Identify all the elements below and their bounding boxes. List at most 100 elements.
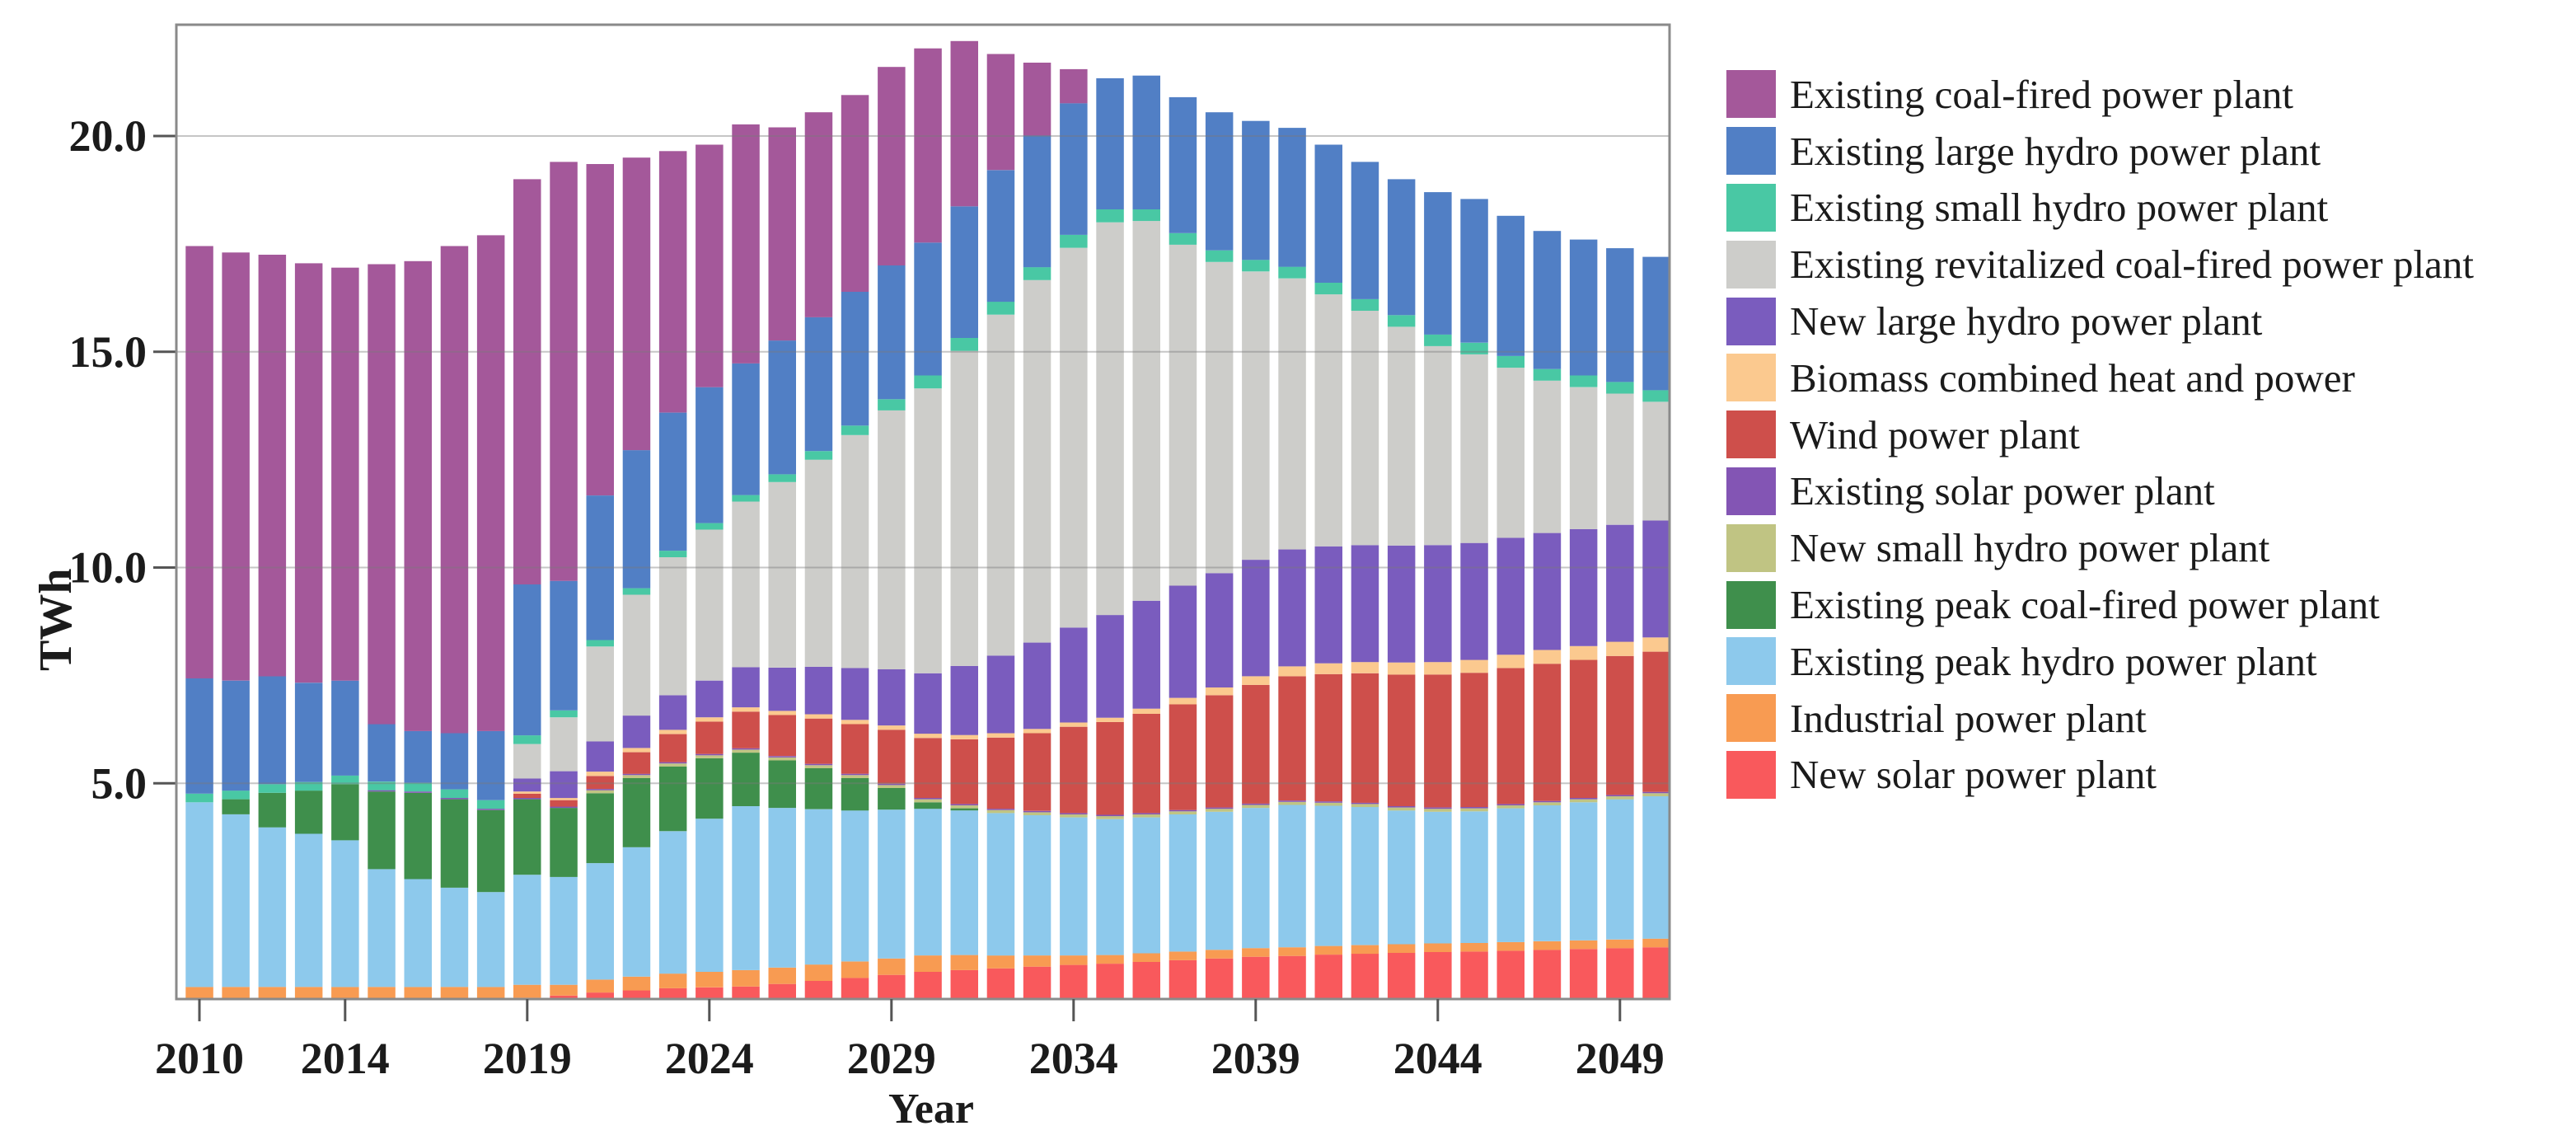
bar-segment-2050-existing-solar-power-plant [1642,791,1670,794]
bar-segment-2010-existing-small-hydro-power-plant [185,793,213,803]
bar-segment-2033-wind-power-plant [1023,733,1051,811]
bar-segment-2014-existing-large-hydro-power-plant [331,680,359,776]
bar-segment-2031-existing-coal-fired-power-plant [950,40,978,207]
legend-swatch-existing-solar-power-plant [1726,467,1776,515]
bar-segment-2015-existing-solar-power-plant [368,790,396,792]
legend-label-new-small-hydro-power-plant: New small hydro power plant [1790,525,2270,571]
bar-segment-2029-wind-power-plant [878,730,906,784]
bar-segment-2047-existing-large-hydro-power-plant [1533,231,1562,369]
bar-segment-2038-wind-power-plant [1205,695,1234,808]
bar-segment-2034-wind-power-plant [1060,726,1088,814]
bar-segment-2010-existing-large-hydro-power-plant [185,678,213,794]
bar-segment-2018-existing-solar-power-plant [476,809,505,810]
bar-segment-2046-existing-solar-power-plant [1496,804,1525,805]
bar-segment-2037-biomass-combined-heat-and-power [1169,697,1197,705]
bar-segment-2046-existing-small-hydro-power-plant [1496,356,1525,368]
bar-segment-2013-industrial-power-plant [294,987,323,999]
bar-segment-2023-new-small-hydro-power-plant [658,763,687,767]
bar-segment-2042-existing-revitalized-coal-fired-power-plant [1351,311,1379,546]
x-tick-label-2034: 2034 [1029,1034,1118,1083]
bar-segment-2040-existing-revitalized-coal-fired-power-plant [1278,278,1306,550]
bar-segment-2023-existing-peak-hydro-power-plant [658,831,687,974]
bar-segment-2024-new-small-hydro-power-plant [696,755,724,758]
bar-segment-2036-existing-large-hydro-power-plant [1132,75,1160,209]
bar-segment-2025-existing-revitalized-coal-fired-power-plant [732,501,760,668]
bar-segment-2049-existing-large-hydro-power-plant [1606,248,1634,382]
bar-segment-2018-existing-peak-coal-fired-power-plant [476,809,505,893]
legend-label-industrial-power-plant: Industrial power plant [1790,695,2147,741]
bar-segment-2044-new-small-hydro-power-plant [1424,809,1452,812]
legend-label-existing-peak-hydro-power-plant: Existing peak hydro power plant [1790,638,2317,684]
bar-segment-2036-biomass-combined-heat-and-power [1132,708,1160,714]
bar-segment-2022-existing-coal-fired-power-plant [622,157,651,451]
bar-segment-2029-existing-small-hydro-power-plant [878,399,906,410]
bar-segment-2025-biomass-combined-heat-and-power [732,707,760,712]
bar-segment-2033-biomass-combined-heat-and-power [1023,729,1051,734]
bar-segment-2027-new-small-hydro-power-plant [804,765,833,768]
bar-segment-2036-new-solar-power-plant [1132,962,1160,999]
bar-segment-2013-existing-small-hydro-power-plant [294,781,323,791]
bar-segment-2027-existing-small-hydro-power-plant [804,451,833,460]
y-tick-label-15.0: 15.0 [69,327,148,377]
bar-segment-2024-existing-large-hydro-power-plant [696,387,724,523]
bar-segment-2017-existing-solar-power-plant [440,798,469,800]
bar-segment-2035-wind-power-plant [1096,721,1124,815]
bar-segment-2029-existing-large-hydro-power-plant [878,265,906,400]
bar-segment-2026-new-large-hydro-power-plant [768,668,796,711]
bar-segment-2018-existing-small-hydro-power-plant [476,800,505,809]
legend-label-existing-revitalized-coal-fired-power-plant: Existing revitalized coal-fired power pl… [1790,242,2474,288]
bar-segment-2040-existing-peak-hydro-power-plant [1278,805,1306,948]
bar-segment-2022-existing-peak-hydro-power-plant [622,847,651,977]
bar-segment-2044-existing-peak-hydro-power-plant [1424,811,1452,944]
bar-segment-2034-existing-small-hydro-power-plant [1060,234,1088,248]
legend-label-existing-coal-fired-power-plant: Existing coal-fired power plant [1790,71,2293,117]
bar-segment-2021-existing-large-hydro-power-plant [586,495,614,640]
legend-swatch-industrial-power-plant [1726,694,1776,743]
bar-segment-2034-existing-coal-fired-power-plant [1060,68,1088,104]
bar-segment-2019-existing-coal-fired-power-plant [513,179,541,584]
bar-segment-2021-biomass-combined-heat-and-power [586,772,614,776]
bar-segment-2047-wind-power-plant [1533,664,1562,801]
bar-segment-2043-new-small-hydro-power-plant [1387,807,1416,811]
bar-segment-2019-existing-large-hydro-power-plant [513,584,541,736]
bar-segment-2047-industrial-power-plant [1533,941,1562,950]
bar-segment-2028-wind-power-plant [841,724,869,774]
bar-segment-2040-wind-power-plant [1278,676,1306,801]
bar-segment-2028-new-solar-power-plant [841,978,869,999]
bar-segment-2011-industrial-power-plant [222,987,250,999]
legend-swatch-existing-large-hydro-power-plant [1726,127,1776,176]
bar-segment-2043-existing-peak-hydro-power-plant [1387,810,1416,945]
bar-segment-2026-industrial-power-plant [768,967,796,984]
bar-segment-2024-wind-power-plant [696,721,724,754]
bar-segment-2037-industrial-power-plant [1169,951,1197,960]
bar-segment-2048-wind-power-plant [1569,659,1598,798]
bar-segment-2034-existing-solar-power-plant [1060,813,1088,814]
bar-segment-2038-new-solar-power-plant [1205,958,1234,999]
bar-segment-2026-new-small-hydro-power-plant [768,757,796,761]
bar-segment-2047-existing-solar-power-plant [1533,800,1562,803]
bar-segment-2017-existing-peak-coal-fired-power-plant [440,799,469,888]
bar-segment-2034-new-small-hydro-power-plant [1060,814,1088,818]
bar-segment-2044-new-solar-power-plant [1424,951,1452,999]
bar-segment-2039-existing-revitalized-coal-fired-power-plant [1242,271,1270,561]
bar-segment-2023-existing-revitalized-coal-fired-power-plant [658,556,687,696]
bar-segment-2014-existing-coal-fired-power-plant [331,267,359,681]
bar-segment-2016-existing-peak-hydro-power-plant [404,879,432,988]
bar-segment-2021-new-large-hydro-power-plant [586,741,614,772]
bar-segment-2023-existing-small-hydro-power-plant [658,551,687,557]
bar-segment-2013-existing-large-hydro-power-plant [294,683,323,782]
legend-label-existing-peak-coal-fired-power-plant: Existing peak coal-fired power plant [1790,582,2380,628]
bar-segment-2038-existing-solar-power-plant [1205,807,1234,809]
bar-segment-2017-existing-large-hydro-power-plant [440,733,469,790]
bar-segment-2025-existing-peak-coal-fired-power-plant [732,753,760,806]
bar-segment-2046-new-large-hydro-power-plant [1496,537,1525,655]
bar-segment-2037-new-large-hydro-power-plant [1169,585,1197,698]
bar-segment-2012-existing-peak-coal-fired-power-plant [258,792,287,828]
bar-segment-2050-existing-small-hydro-power-plant [1642,390,1670,402]
bar-segment-2037-wind-power-plant [1169,704,1197,810]
bar-segment-2044-biomass-combined-heat-and-power [1424,662,1452,675]
x-tick-label-2029: 2029 [847,1034,936,1083]
bar-segment-2031-biomass-combined-heat-and-power [950,734,978,739]
bar-segment-2046-existing-revitalized-coal-fired-power-plant [1496,368,1525,538]
